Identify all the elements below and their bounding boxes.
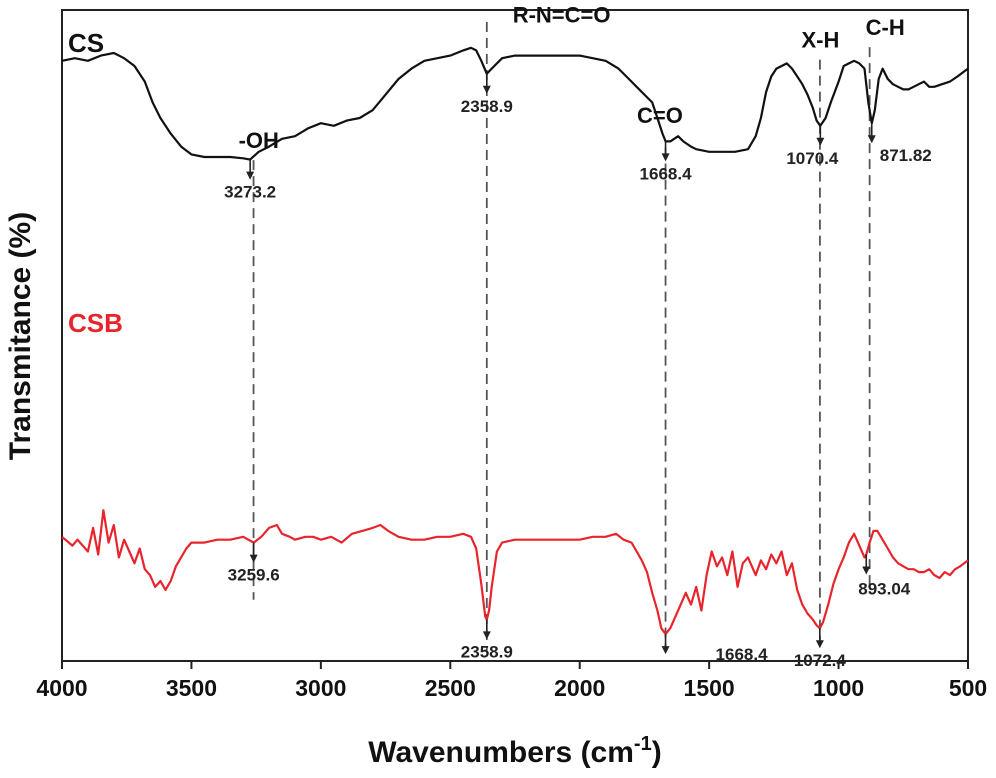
x-axis-title-close: ): [652, 736, 662, 769]
peak-arrow-head-3: [816, 137, 825, 146]
peak-arrow-head-6: [482, 631, 491, 640]
x-axis-title: Wavenumbers (cm-1): [368, 733, 661, 769]
series-label-csb: CSB: [68, 308, 123, 338]
guide-lines: [252, 22, 871, 650]
x-tick-label-6: 1000: [813, 675, 864, 701]
peak-arrow-head-2: [661, 153, 670, 162]
x-axis-title-text: Wavenumbers (cm: [368, 736, 634, 769]
peak-label-6: 2358.9: [461, 642, 513, 661]
group-label-3: X-H: [802, 28, 840, 53]
peak-label-7: 1668.4: [716, 645, 769, 664]
x-axis-title-sup: -1: [634, 733, 652, 755]
x-tick-label-4: 2000: [554, 675, 605, 701]
series-line-cs: [61, 46, 969, 161]
peak-label-3: 1070.4: [786, 149, 839, 168]
peak-annotations: 3273.2 2358.9 1668.4 1070.4 871.82 3259.6 2358…: [224, 73, 932, 670]
peak-label-0: 3273.2: [224, 183, 276, 202]
x-tick-label-3: 2500: [425, 675, 476, 701]
peak-arrow-head-4: [867, 135, 876, 144]
group-label-4: C-H: [866, 15, 905, 40]
series-lines: [61, 46, 969, 636]
group-labels: -OH R-N=C=O C=O X-H C-H: [239, 3, 905, 154]
peak-arrow-head-5: [249, 554, 258, 563]
x-tick-label-2: 3000: [295, 675, 346, 701]
y-axis-title: Transmitance (%): [4, 212, 37, 460]
peak-arrow-head-7: [661, 646, 670, 655]
x-tick-label-5: 1500: [684, 675, 735, 701]
x-tick-label-1: 3500: [166, 675, 217, 701]
group-label-2: C=O: [637, 103, 683, 128]
peak-label-9: 893.04: [858, 579, 911, 598]
peak-label-1: 2358.9: [461, 97, 513, 116]
plot-area-frame: [61, 9, 969, 662]
peak-arrow-head-1: [482, 85, 491, 94]
peak-label-4: 871.82: [880, 146, 932, 165]
peak-label-8: 1072.4: [794, 651, 847, 670]
x-tick-label-7: 500: [949, 675, 987, 701]
peak-arrow-head-0: [246, 171, 255, 180]
group-label-0: -OH: [239, 128, 279, 153]
group-label-1: R-N=C=O: [513, 3, 611, 28]
x-tick-label-0: 4000: [36, 675, 87, 701]
x-axis-ticks: 4000 3500 3000 2500 2000 1500 1000 500: [36, 661, 987, 701]
series-label-cs: CS: [68, 28, 104, 58]
peak-arrow-head-9: [862, 566, 871, 575]
peak-label-2: 1668.4: [640, 164, 693, 183]
peak-arrow-head-8: [815, 640, 824, 649]
peak-label-5: 3259.6: [228, 566, 280, 585]
series-line-csb: [61, 509, 969, 636]
